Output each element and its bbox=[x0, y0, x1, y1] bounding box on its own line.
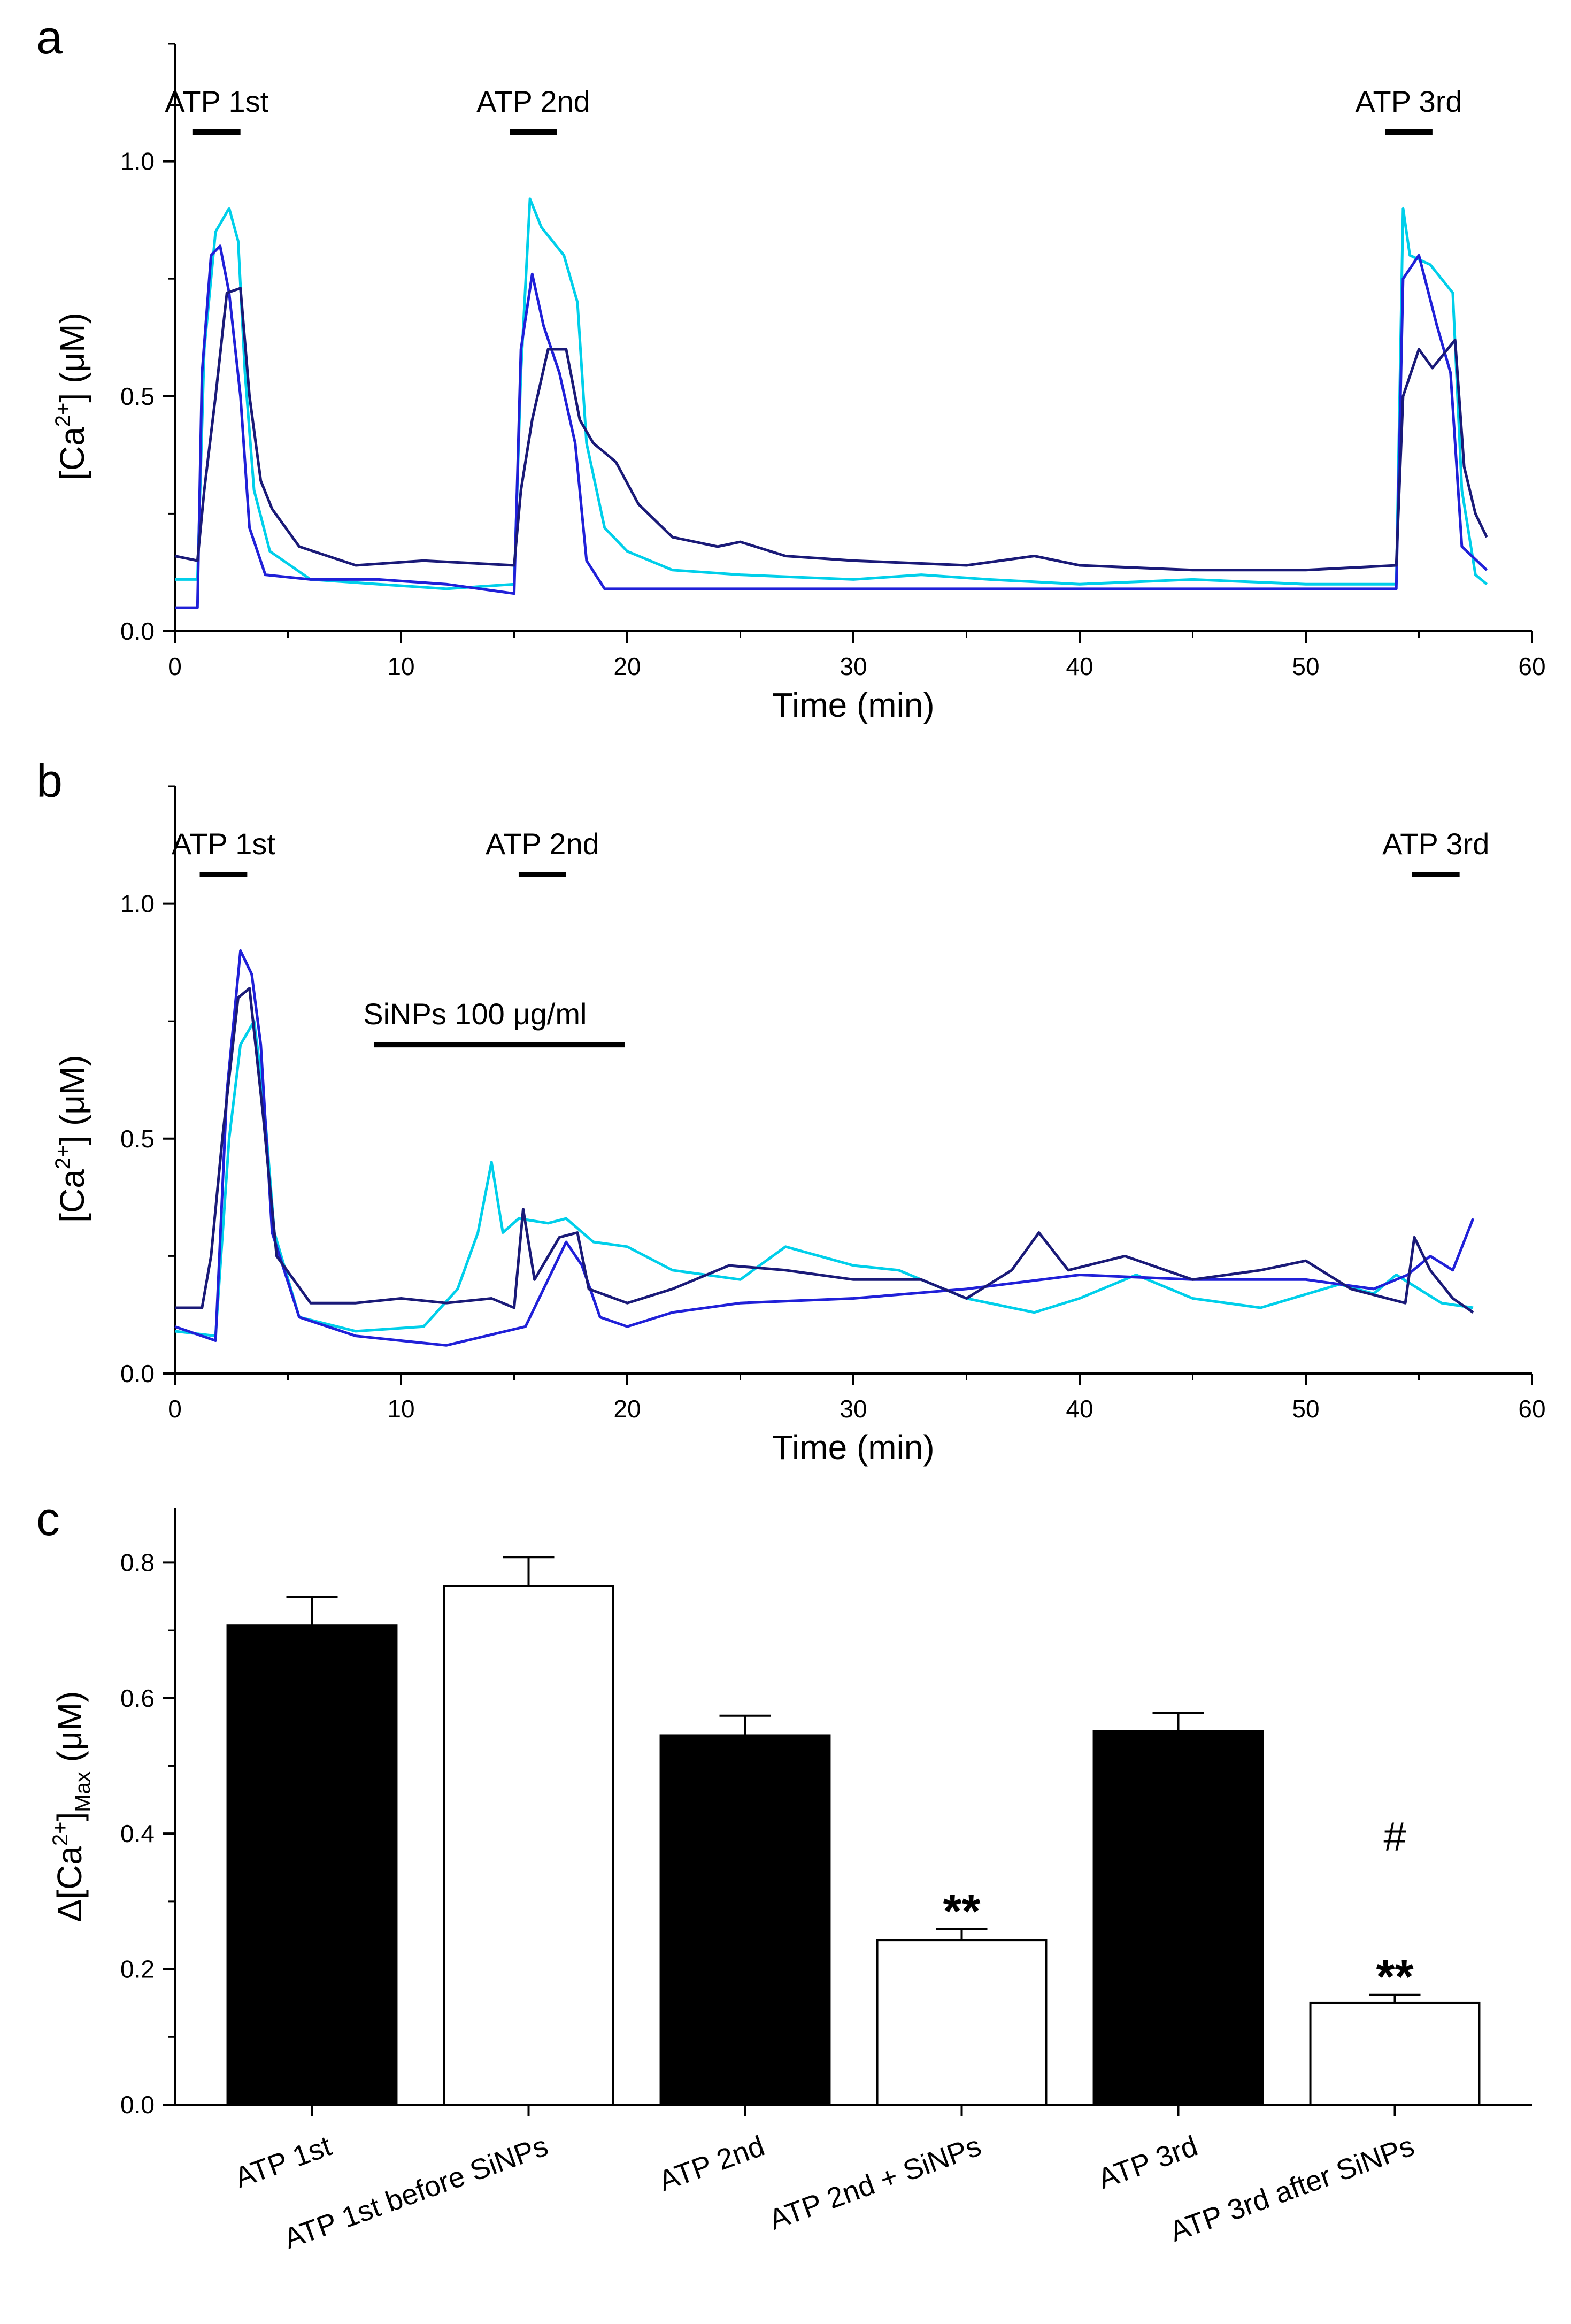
x-tick-label: 20 bbox=[613, 1395, 641, 1423]
stim-bar-label: ATP 2nd bbox=[486, 827, 599, 861]
y-tick-label: 0.6 bbox=[120, 1684, 155, 1712]
x-tick-label: 0 bbox=[168, 1395, 182, 1423]
stim-bar-label: ATP 3rd bbox=[1355, 85, 1462, 118]
y-axis-label: Δ[Ca2+]Max (μM) bbox=[49, 1691, 95, 1922]
series-line-2 bbox=[175, 244, 1488, 609]
stim-bar-label: ATP 1st bbox=[172, 827, 275, 861]
y-tick-label: 0.0 bbox=[120, 617, 155, 645]
y-tick-label: 0.8 bbox=[120, 1548, 155, 1576]
y-axis-label-sup: 2+ bbox=[51, 403, 75, 427]
significance-stars: ** bbox=[943, 1885, 980, 1938]
y-axis-label-base: [Ca bbox=[53, 427, 91, 480]
y-tick-label: 0.2 bbox=[120, 1955, 155, 1983]
y-axis-label-base: [Ca bbox=[53, 1169, 91, 1223]
y-axis-label-unit: (μM) bbox=[50, 1691, 89, 1772]
y-tick-label: 0.0 bbox=[120, 2091, 155, 2119]
stim-bar-label: ATP 1st bbox=[165, 85, 268, 118]
panel-a: a 0 10 20 30 40 50 60 0.0 0.5 1.0 Time (min) [Ca2+] … bbox=[36, 11, 1546, 724]
category-label: ATP 2nd + SiNPs bbox=[765, 2130, 985, 2236]
series-line-3 bbox=[174, 287, 1488, 572]
bar bbox=[226, 1624, 398, 2106]
x-tick-label: 40 bbox=[1066, 653, 1093, 680]
x-tick-label: 60 bbox=[1518, 1395, 1545, 1423]
stim-bar-label: ATP 2nd bbox=[476, 85, 590, 118]
y-axis-label: [Ca2+] (μM) bbox=[51, 312, 91, 480]
panel-label: c bbox=[36, 1492, 60, 1545]
x-tick-label: 20 bbox=[613, 653, 641, 680]
x-tick-label: 50 bbox=[1292, 653, 1319, 680]
x-axis-label: Time (min) bbox=[772, 686, 934, 724]
series-line-1 bbox=[175, 197, 1488, 590]
x-tick-label: 60 bbox=[1518, 653, 1545, 680]
bar bbox=[1092, 1730, 1264, 2106]
significance-stars: ** bbox=[1376, 1951, 1413, 2004]
category-label: ATP 3rd after SiNPs bbox=[1166, 2130, 1419, 2248]
y-axis-label-sub: Max bbox=[71, 1771, 95, 1812]
y-tick-label: 0.5 bbox=[120, 1125, 155, 1153]
y-axis-label-unit: ] (μM) bbox=[53, 1055, 91, 1145]
bar bbox=[659, 1734, 831, 2106]
y-axis-label-sup: 2+ bbox=[49, 1822, 72, 1846]
treatment-bar-label: SiNPs 100 μg/ml bbox=[363, 997, 587, 1031]
x-tick-label: 10 bbox=[387, 1395, 414, 1423]
series-line-3 bbox=[175, 987, 1474, 1314]
x-tick-label: 0 bbox=[168, 653, 182, 680]
y-axis-label-close: ] bbox=[50, 1812, 89, 1822]
x-tick-label: 10 bbox=[387, 653, 414, 680]
category-label: ATP 3rd bbox=[1094, 2130, 1202, 2195]
y-tick-label: 1.0 bbox=[120, 148, 155, 175]
series-line-2 bbox=[174, 949, 1475, 1347]
panel-label: b bbox=[36, 754, 63, 807]
category-label: ATP 2nd bbox=[654, 2130, 768, 2198]
x-tick-label: 40 bbox=[1066, 1395, 1093, 1423]
y-axis-label-unit: ] (μM) bbox=[53, 312, 91, 402]
significance-hash: # bbox=[1383, 1814, 1406, 1860]
bar bbox=[443, 1585, 614, 2106]
panel-label: a bbox=[36, 11, 63, 64]
category-label: ATP 1st bbox=[230, 2130, 335, 2194]
x-axis-label: Time (min) bbox=[772, 1428, 934, 1467]
y-tick-label: 0.4 bbox=[120, 1820, 155, 1847]
x-tick-label: 30 bbox=[840, 1395, 867, 1423]
y-tick-label: 1.0 bbox=[120, 890, 155, 918]
y-axis-label-sup: 2+ bbox=[51, 1145, 75, 1170]
y-tick-label: 0.5 bbox=[120, 382, 155, 410]
bar bbox=[1309, 2001, 1481, 2106]
stim-bar-label: ATP 3rd bbox=[1382, 827, 1489, 861]
x-tick-label: 50 bbox=[1292, 1395, 1319, 1423]
series-line-1 bbox=[174, 1019, 1474, 1338]
bar bbox=[876, 1939, 1048, 2106]
x-tick-label: 30 bbox=[840, 653, 867, 680]
y-tick-label: 0.0 bbox=[120, 1360, 155, 1387]
panel-b: b 0 10 20 30 40 50 60 0.0 0.5 1.0 Time (min) [Ca2+] … bbox=[36, 754, 1546, 1467]
y-axis-label-base: Δ[Ca bbox=[50, 1846, 89, 1922]
y-axis-label: [Ca2+] (μM) bbox=[51, 1055, 91, 1223]
panel-c: c 0.0 0.2 0.4 0.6 0.8 Δ[Ca2+]Max (μM) ATP 1st AT… bbox=[36, 1492, 1532, 2255]
